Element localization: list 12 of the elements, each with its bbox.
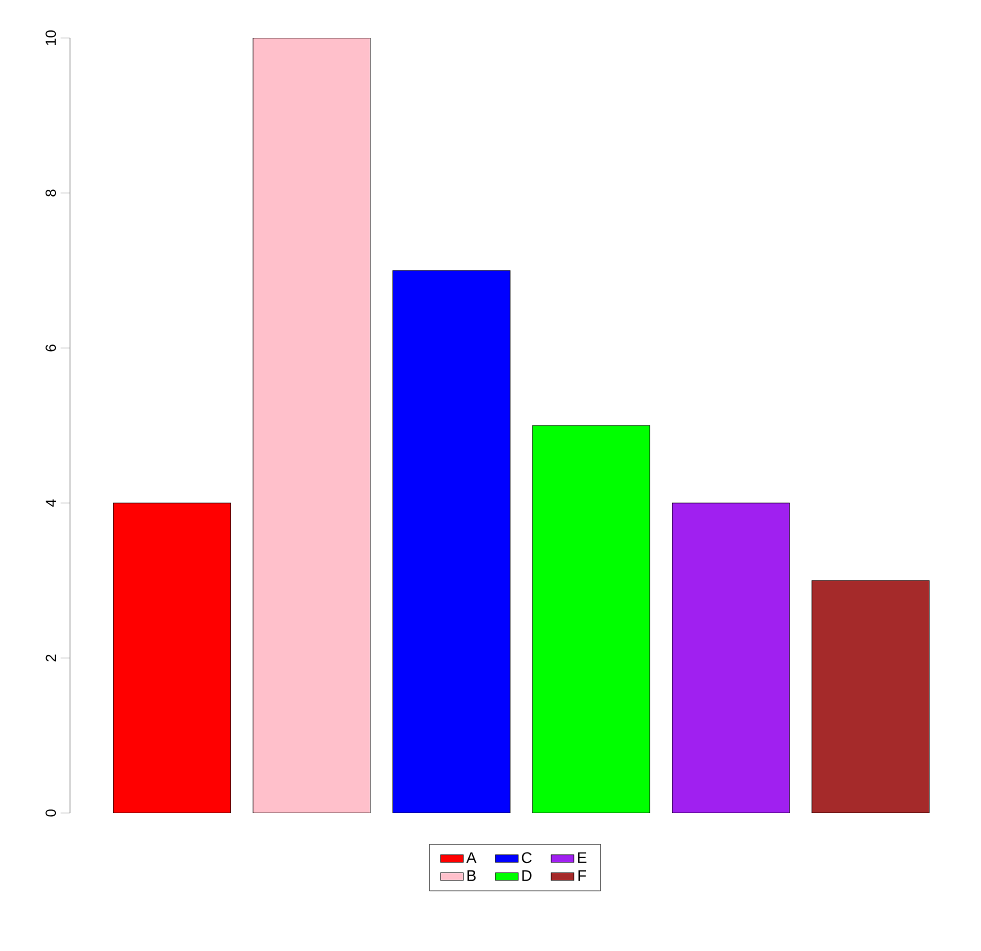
- legend-label: C: [522, 852, 532, 864]
- legend-label: B: [468, 870, 476, 881]
- y-tick-label: 2: [46, 654, 56, 662]
- y-tick-label: 6: [46, 344, 56, 352]
- legend-label: F: [578, 870, 586, 881]
- legend-label: E: [578, 852, 586, 863]
- y-tick-label: 8: [46, 190, 56, 196]
- y-tick-label: 0: [46, 810, 56, 817]
- legend-label: A: [466, 852, 476, 863]
- y-tick-label: 10: [46, 30, 56, 46]
- y-tick-label: 4: [46, 499, 56, 507]
- legend-label: D: [522, 870, 532, 881]
